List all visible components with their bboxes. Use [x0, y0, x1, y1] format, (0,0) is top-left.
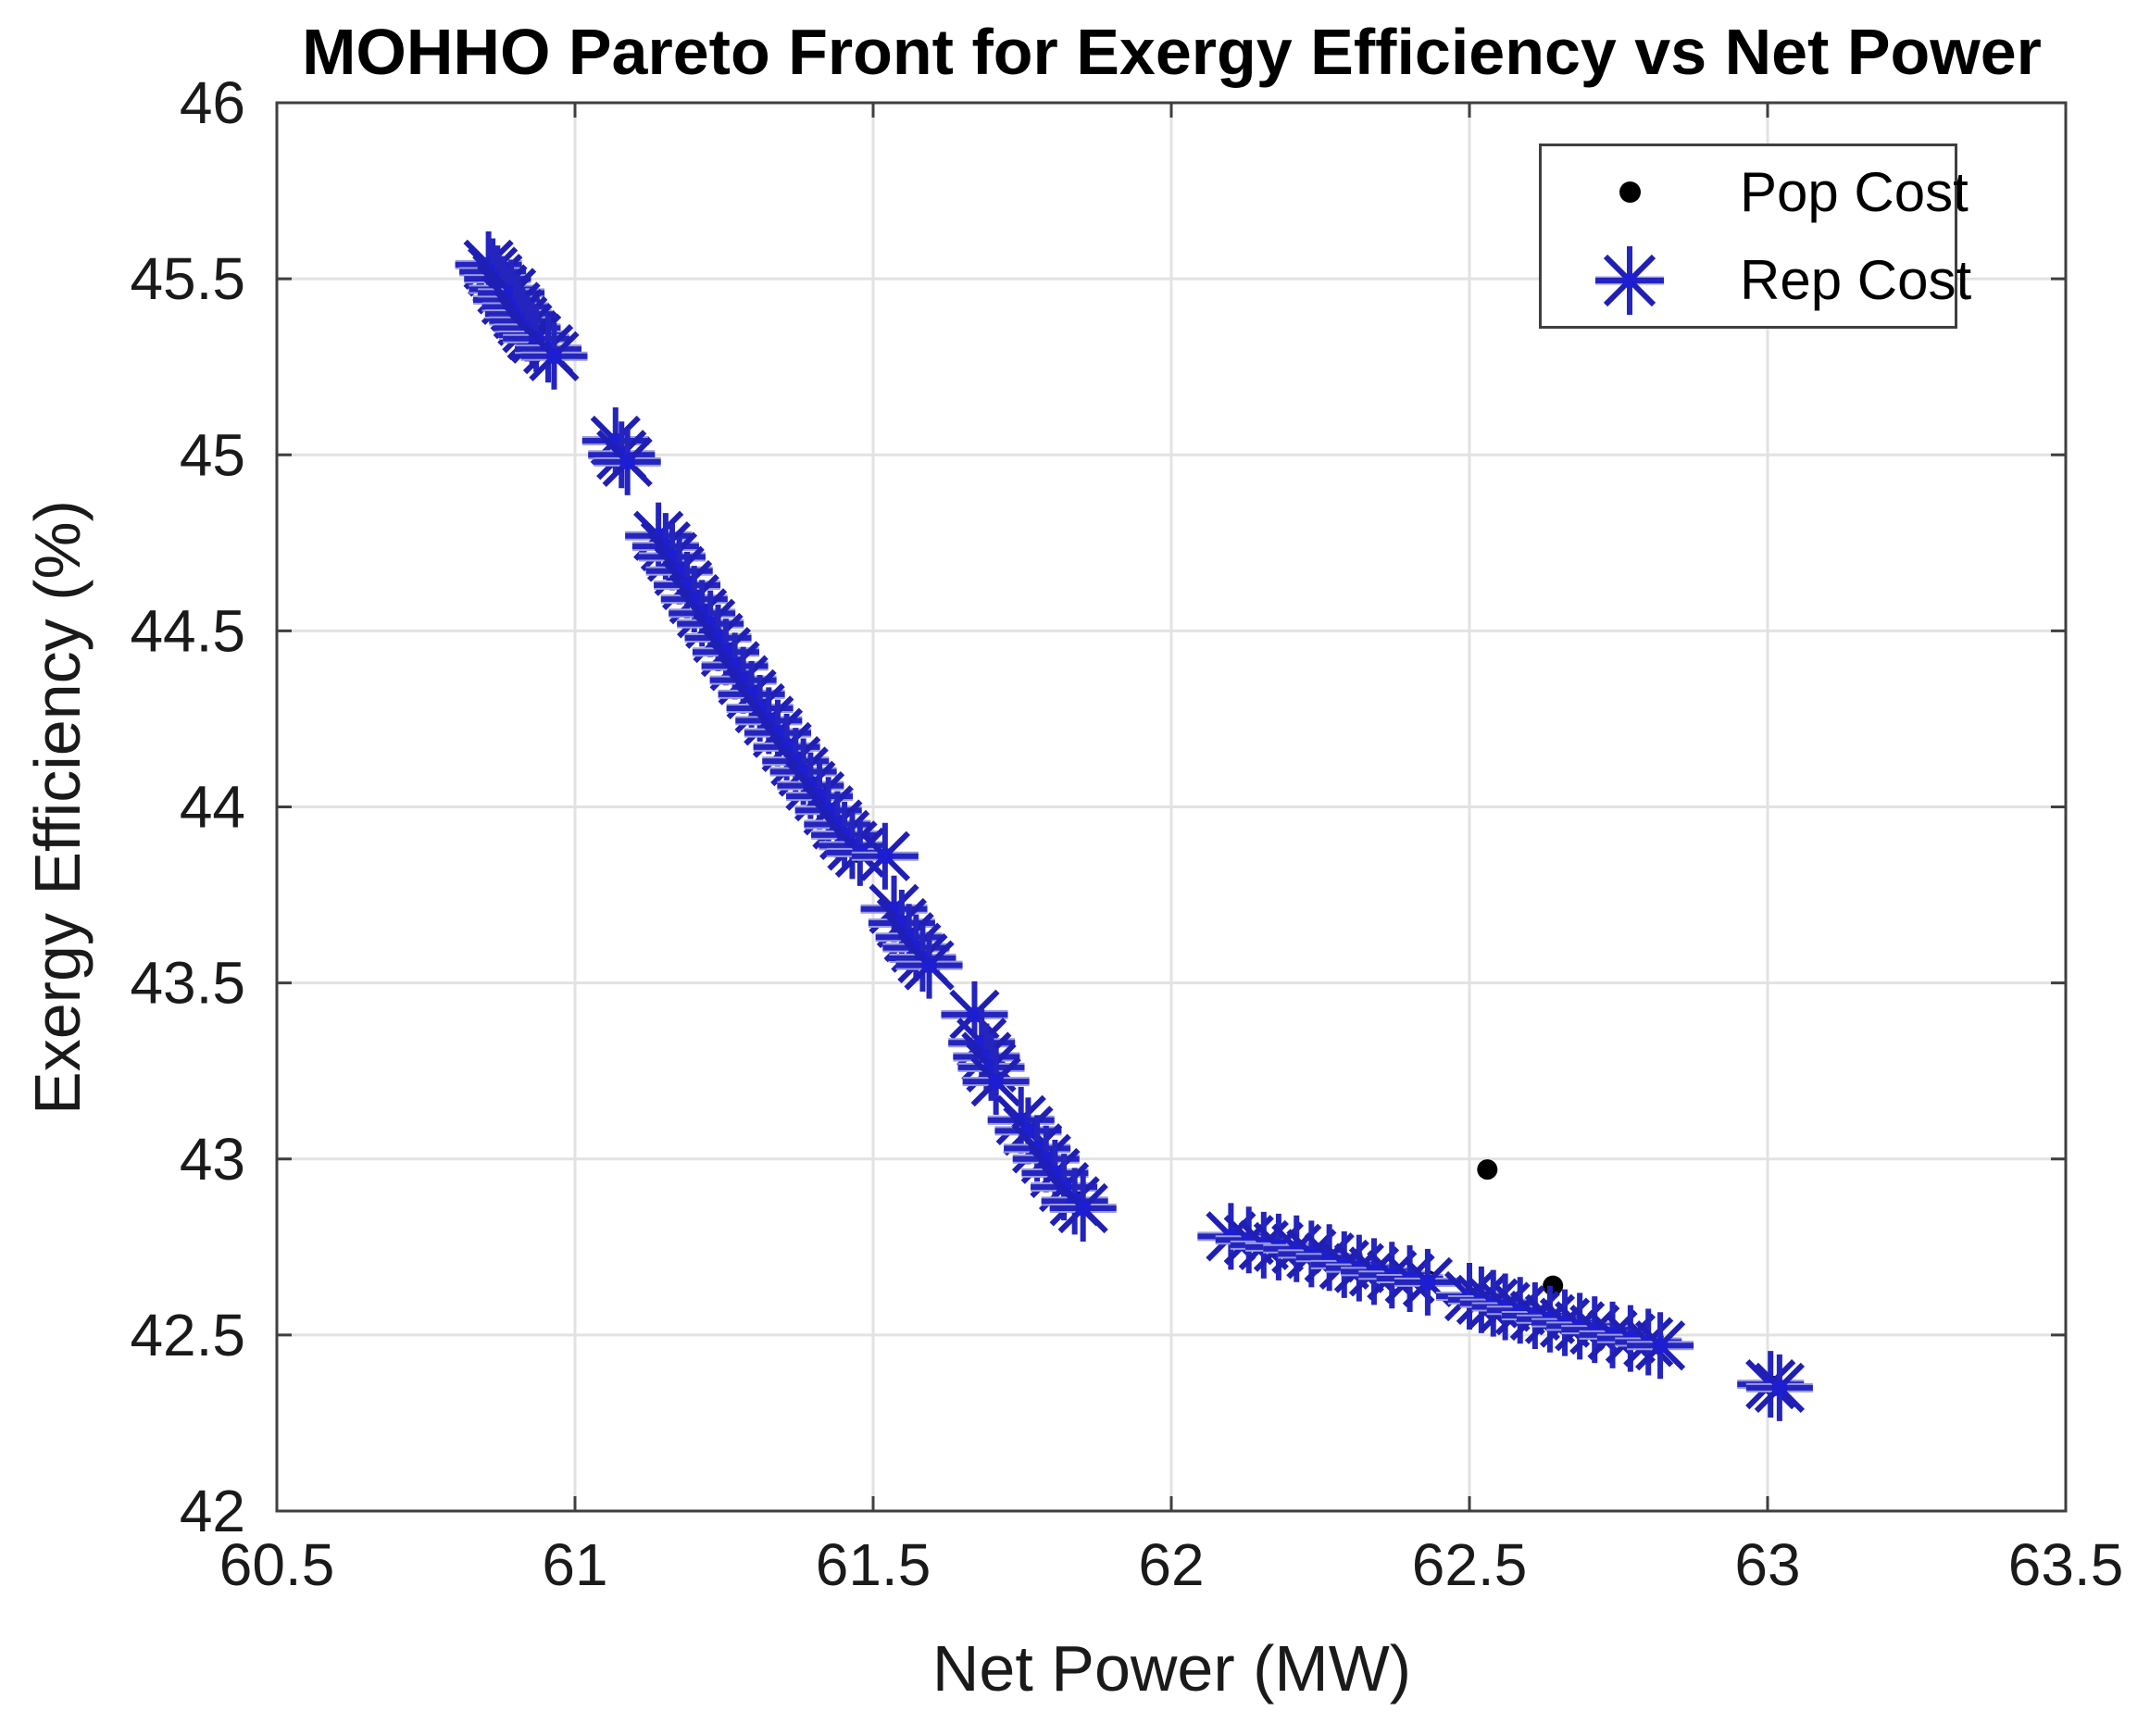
rep-cost-point: [1771, 1380, 1788, 1396]
x-axis-label: Net Power (MW): [931, 1632, 1412, 1705]
legend-label: Pop Cost: [1740, 160, 1969, 223]
rep-cost-point: [619, 454, 636, 470]
rep-cost-point: [545, 348, 562, 365]
y-tick-label: 45: [180, 421, 245, 488]
chart-title: MOHHO Pareto Front for Exergy Efficiency…: [302, 16, 2042, 88]
x-tick-label: 62: [1138, 1531, 1204, 1598]
legend-box: Pop Cost Rep Cost: [1539, 144, 1971, 329]
y-tick-label: 44: [180, 774, 245, 841]
rep-cost-point: [921, 957, 938, 974]
legend-marker-cell: [1542, 242, 1718, 319]
y-tick-label: 45.5: [130, 245, 245, 312]
rep-cost-point: [1075, 1200, 1092, 1217]
rep-cost-point: [877, 848, 894, 865]
y-tick-label: 43: [180, 1126, 245, 1193]
rep-cost-point: [988, 1073, 1005, 1090]
x-tick-label: 63: [1734, 1531, 1800, 1598]
y-axis-label: Exergy Efficiency (%): [21, 500, 94, 1115]
rep-cost-point: [1652, 1337, 1669, 1354]
legend-entry-rep-cost: Rep Cost: [1542, 238, 1971, 323]
x-tick-label: 63.5: [2008, 1531, 2124, 1598]
x-tick-label: 61: [542, 1531, 607, 1598]
pop-cost-point: [1543, 1275, 1564, 1296]
y-tick-label: 46: [180, 69, 245, 136]
rep-cost-point: [1419, 1274, 1436, 1291]
y-tick-label: 43.5: [130, 950, 245, 1017]
legend-entry-pop-cost: Pop Cost: [1542, 149, 1969, 234]
rep-cost-asterisk-icon: [1595, 245, 1664, 315]
legend-marker-cell: [1542, 181, 1718, 203]
pop-cost-point: [1477, 1159, 1498, 1180]
x-tick-label: 61.5: [816, 1531, 931, 1598]
y-tick-label: 42.5: [130, 1302, 245, 1368]
x-tick-label: 62.5: [1412, 1531, 1528, 1598]
pop-cost-dot-icon: [1619, 181, 1641, 203]
y-tick-label: 44.5: [130, 597, 245, 664]
rep-cost-point: [966, 1006, 982, 1023]
y-tick-label: 42: [180, 1478, 245, 1544]
legend-label: Rep Cost: [1740, 249, 1972, 312]
x-tick-label: 60.5: [219, 1531, 335, 1598]
